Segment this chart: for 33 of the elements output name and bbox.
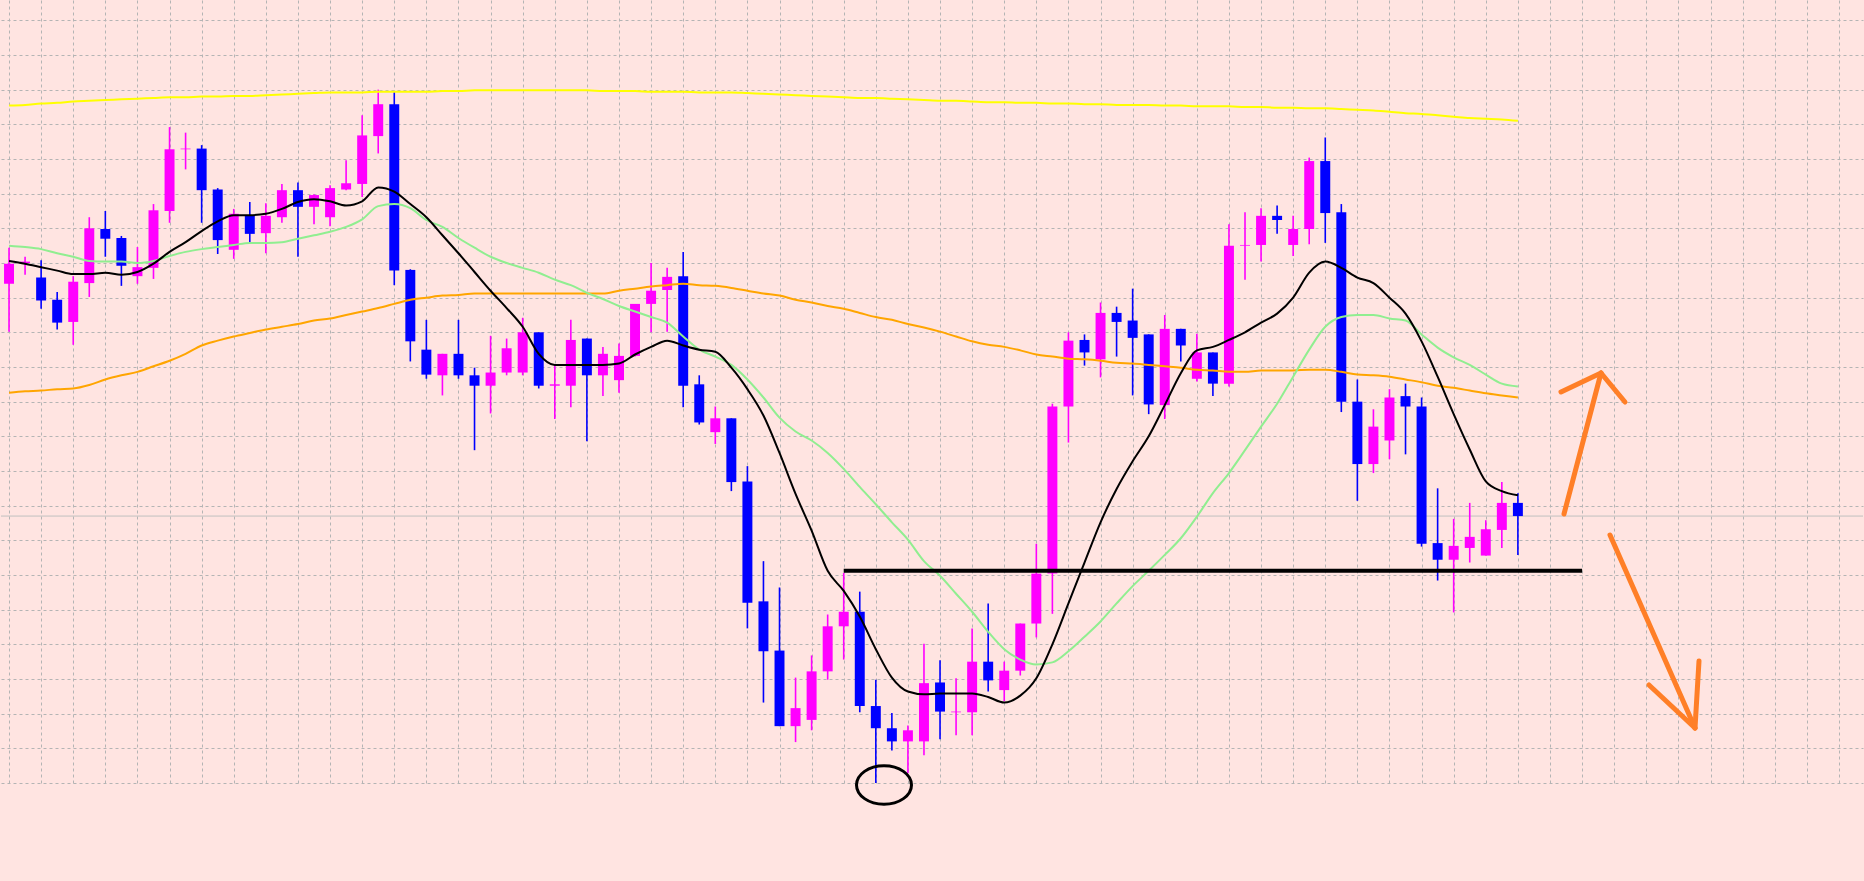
candlestick	[260, 202, 271, 255]
candlestick	[870, 678, 881, 784]
candlestick	[1400, 382, 1411, 456]
candlestick	[469, 366, 480, 451]
candlestick	[983, 602, 994, 693]
candlestick	[453, 319, 464, 380]
candlestick	[886, 712, 897, 752]
candlestick	[1127, 287, 1138, 397]
candlestick	[36, 259, 47, 310]
candlestick	[292, 181, 303, 258]
candlestick	[1175, 328, 1186, 363]
candlestick	[437, 353, 448, 397]
candlestick	[902, 724, 913, 775]
candlestick	[1512, 492, 1523, 556]
candlestick	[52, 291, 63, 331]
candlestick	[1432, 487, 1443, 582]
candlestick	[341, 159, 352, 191]
candlestick	[710, 405, 721, 445]
candlestick	[1111, 305, 1122, 358]
candlestick	[1464, 502, 1475, 564]
candlestick	[244, 201, 255, 244]
candlestick	[100, 210, 111, 258]
candlestick	[790, 676, 801, 743]
candlestick	[1272, 204, 1283, 235]
candlestick	[1448, 518, 1459, 614]
candlestick	[1288, 215, 1299, 257]
candlestick	[1240, 211, 1250, 281]
candlestick	[4, 246, 15, 333]
candlestick	[549, 363, 560, 420]
candlestick	[646, 262, 657, 334]
candlestick	[485, 334, 496, 415]
candlestick	[838, 572, 849, 661]
candlestick	[999, 660, 1010, 702]
